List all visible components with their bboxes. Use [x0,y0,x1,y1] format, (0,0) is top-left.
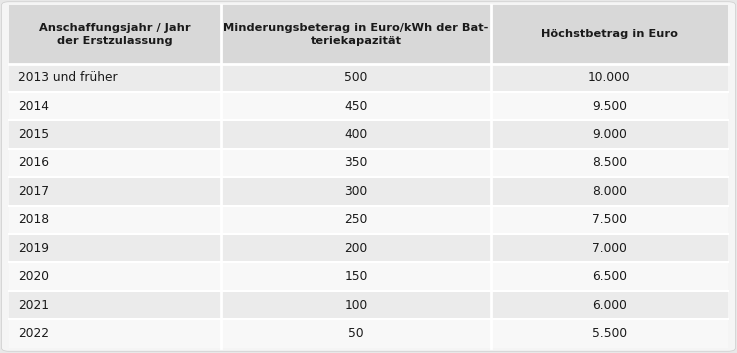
Text: 2015: 2015 [18,128,49,141]
FancyBboxPatch shape [9,149,728,177]
Text: 2022: 2022 [18,327,49,340]
FancyBboxPatch shape [9,291,728,319]
Text: 400: 400 [344,128,368,141]
Text: 2016: 2016 [18,156,49,169]
FancyBboxPatch shape [9,120,728,149]
Text: 2021: 2021 [18,299,49,312]
Text: 2018: 2018 [18,213,49,226]
FancyBboxPatch shape [9,177,728,205]
Text: 200: 200 [344,242,368,255]
Text: 8.500: 8.500 [592,156,627,169]
Text: 300: 300 [344,185,368,198]
Text: 9.500: 9.500 [592,100,627,113]
Text: 6.500: 6.500 [592,270,627,283]
Text: 5.500: 5.500 [592,327,627,340]
Text: Höchstbetrag in Euro: Höchstbetrag in Euro [541,29,678,40]
Text: 6.000: 6.000 [592,299,627,312]
FancyBboxPatch shape [9,92,728,120]
Text: 350: 350 [344,156,368,169]
Text: 2020: 2020 [18,270,49,283]
Text: 7.500: 7.500 [592,213,627,226]
FancyBboxPatch shape [9,319,728,348]
Text: 2019: 2019 [18,242,49,255]
Text: 500: 500 [344,71,368,84]
Text: 10.000: 10.000 [588,71,631,84]
Text: 150: 150 [344,270,368,283]
Text: 2014: 2014 [18,100,49,113]
Text: 2013 und früher: 2013 und früher [18,71,118,84]
Text: 250: 250 [344,213,368,226]
Text: 450: 450 [344,100,368,113]
Text: 7.000: 7.000 [592,242,627,255]
Text: 8.000: 8.000 [592,185,627,198]
Text: 2017: 2017 [18,185,49,198]
FancyBboxPatch shape [9,64,728,92]
Text: Minderungsbeterag in Euro/kWh der Bat-
teriekapazität: Minderungsbeterag in Euro/kWh der Bat- t… [223,23,489,46]
Text: 9.000: 9.000 [592,128,627,141]
Text: 50: 50 [348,327,364,340]
FancyBboxPatch shape [9,5,728,64]
FancyBboxPatch shape [9,234,728,262]
Text: Anschaffungsjahr / Jahr
der Erstzulassung: Anschaffungsjahr / Jahr der Erstzulassun… [39,23,191,46]
FancyBboxPatch shape [9,205,728,234]
Text: 100: 100 [344,299,368,312]
FancyBboxPatch shape [9,262,728,291]
